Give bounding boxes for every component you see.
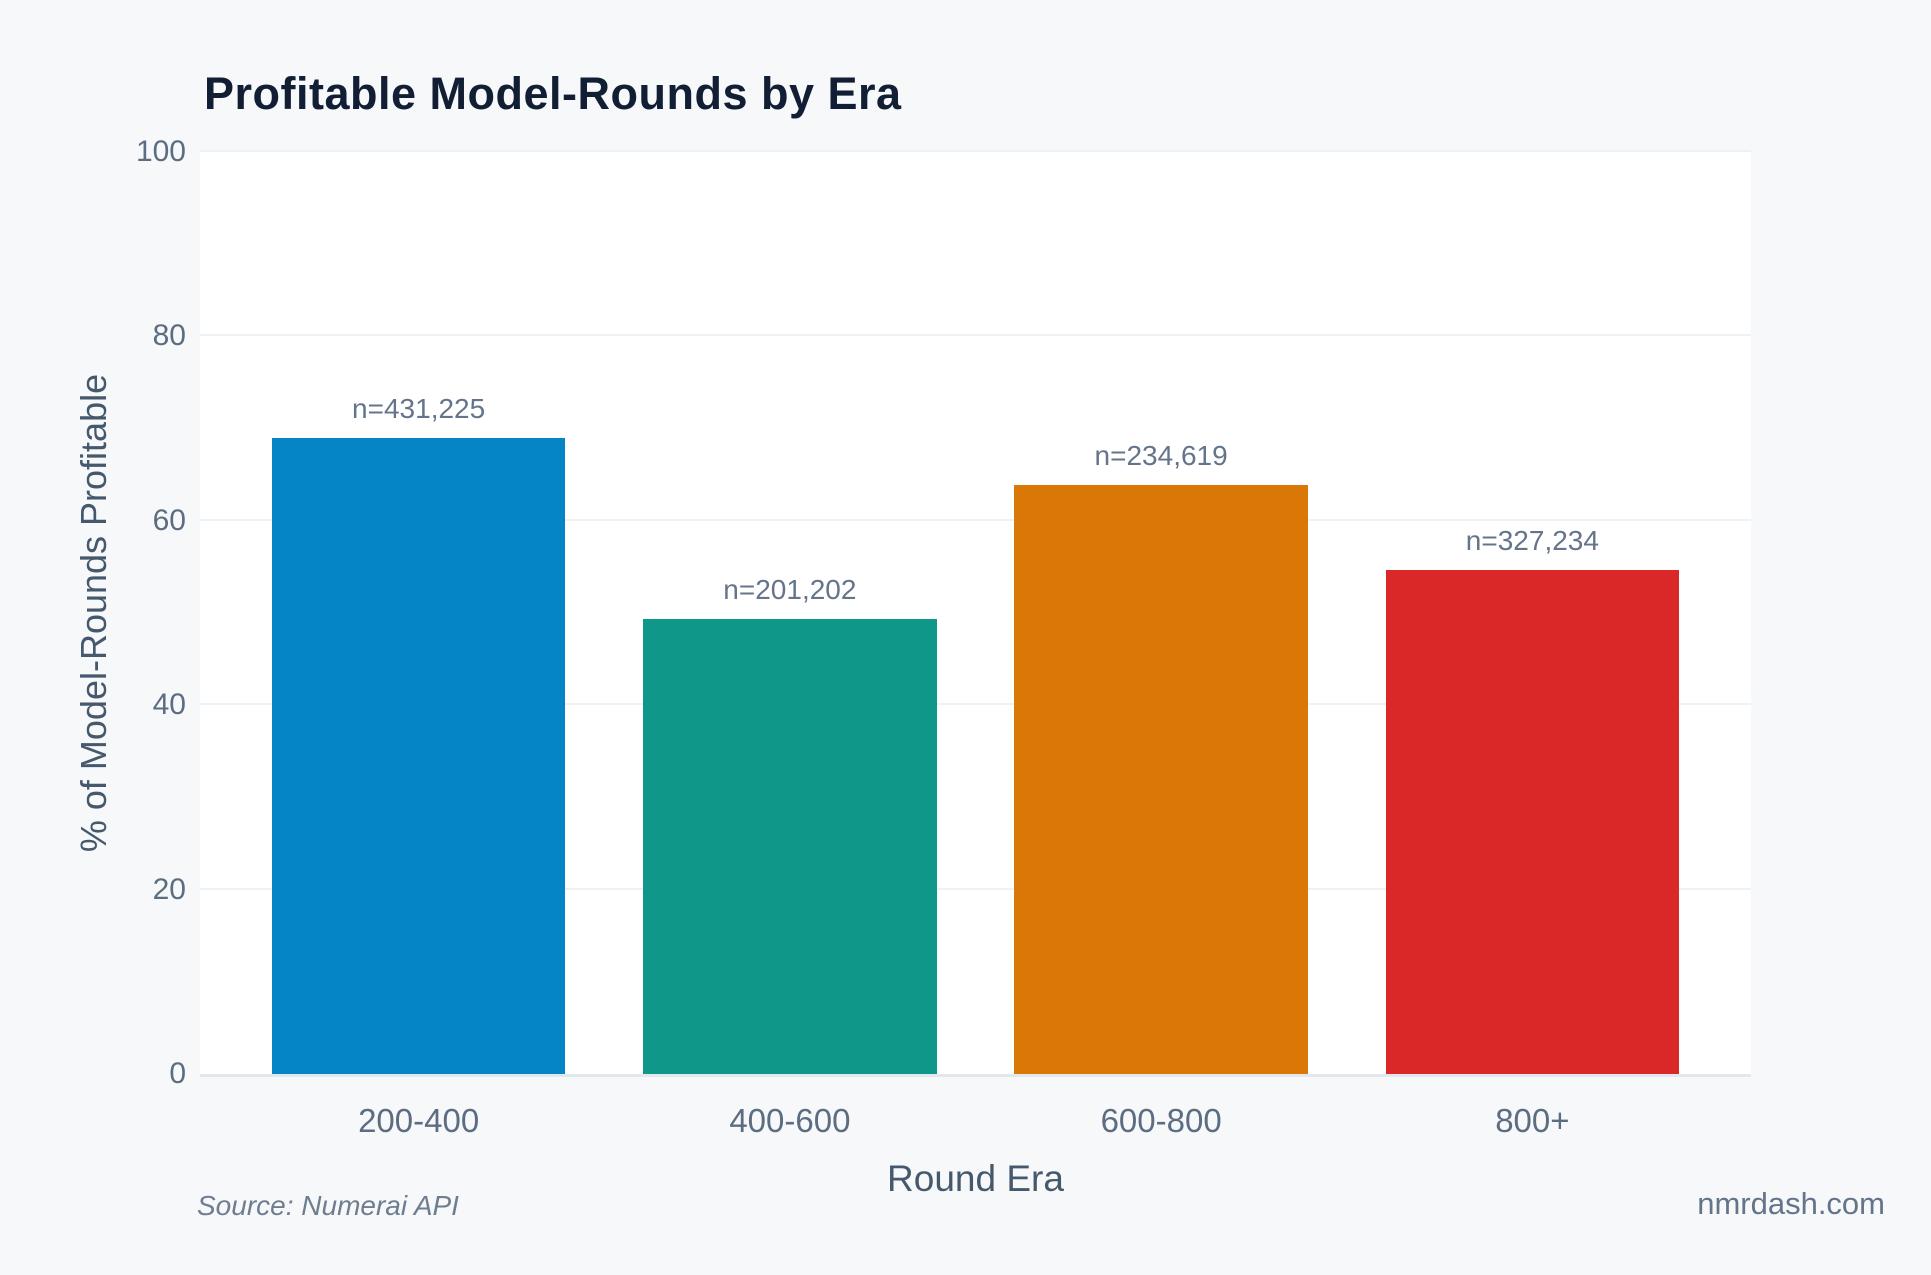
- plot-area: n=431,225 n=201,202 n=234,619 n=327,234: [200, 150, 1751, 1077]
- watermark-link[interactable]: nmrdash.com: [1697, 1186, 1885, 1221]
- x-tick-label-400-600: 400-600: [729, 1102, 851, 1139]
- x-tick-label-800+: 800+: [1495, 1102, 1570, 1139]
- y-tick-label-60: 60: [152, 503, 186, 537]
- y-tick-label-100: 100: [135, 135, 186, 168]
- y-tick-label-80: 80: [152, 319, 186, 353]
- bar-count-label: n=327,234: [1465, 524, 1599, 556]
- chart-title: Profitable Model-Rounds by Era: [204, 68, 902, 119]
- bar-600-800: [1014, 484, 1308, 1074]
- bar-count-label: n=431,225: [352, 392, 486, 424]
- x-tick-label-600-800: 600-800: [1100, 1102, 1222, 1139]
- y-axis-ticks: 0 20 40 60 80 100: [0, 135, 186, 1090]
- gridline-100: [200, 150, 1751, 152]
- x-axis-ticks: 200-400 400-600 600-800 800+: [200, 1102, 1751, 1140]
- y-axis-title: % of Model-Rounds Profitable: [73, 373, 114, 853]
- y-tick-label-0: 0: [169, 1057, 186, 1090]
- bar-400-600: [643, 618, 937, 1074]
- source-note: Source: Numerai API: [197, 1190, 459, 1221]
- y-tick-label-20: 20: [152, 872, 186, 906]
- bar-slot-600-800: n=234,619: [976, 152, 1347, 1074]
- bar-count-label: n=234,619: [1094, 439, 1228, 471]
- gridline-60: [200, 518, 1751, 521]
- y-tick-label-40: 40: [152, 688, 186, 722]
- bar-200-400: [271, 437, 566, 1074]
- bar-slot-800+: n=327,234: [1347, 152, 1718, 1074]
- bar-slot-400-600: n=201,202: [604, 152, 975, 1074]
- x-tick-label-200-400: 200-400: [358, 1102, 480, 1139]
- bars-container: n=431,225 n=201,202 n=234,619 n=327,234: [200, 152, 1751, 1074]
- gridline-20: [200, 887, 1751, 890]
- gridline-80: [200, 334, 1751, 337]
- gridline-40: [200, 703, 1751, 706]
- x-axis-title: Round Era: [887, 1158, 1064, 1199]
- bar-count-label: n=201,202: [723, 573, 857, 605]
- bar-slot-200-400: n=431,225: [233, 152, 604, 1074]
- bar-800+: [1385, 569, 1680, 1074]
